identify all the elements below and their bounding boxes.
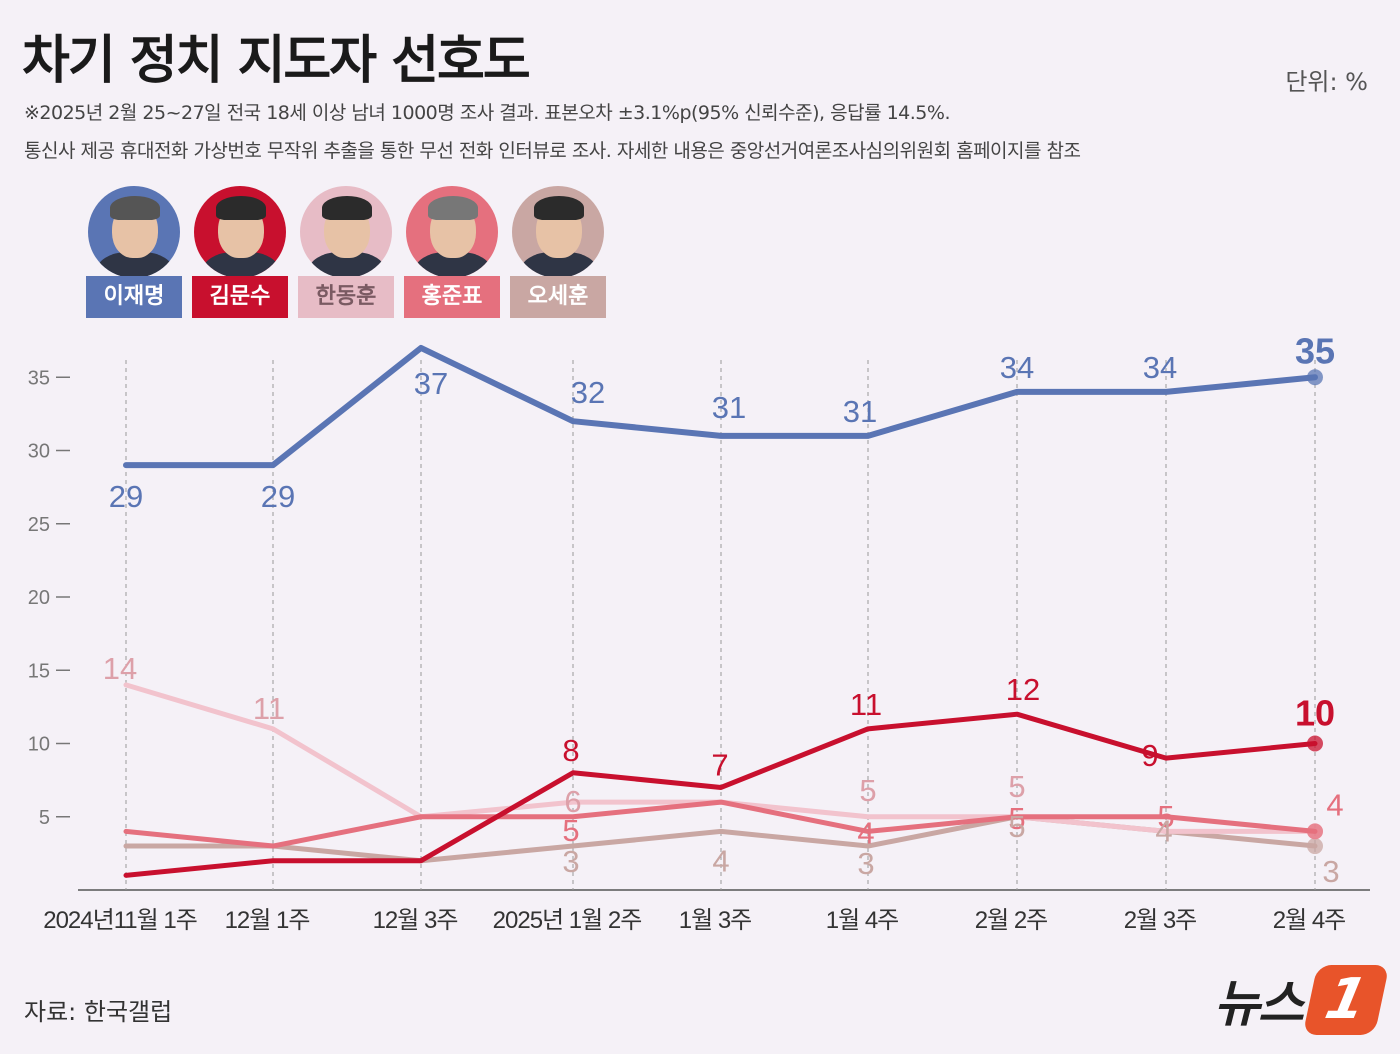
data-label: 32 [571,375,605,410]
y-tick-label: 20 [28,587,50,609]
data-label: 5 [1008,801,1025,836]
legend-label: 한동훈 [298,276,394,318]
y-tick-label: 5 [39,807,50,829]
portrait-icon [300,186,392,278]
data-label: 4 [857,815,874,850]
legend-label: 이재명 [86,276,182,318]
data-label: 9 [1141,738,1158,773]
x-tick-label: 2월 2주 [975,907,1048,934]
survey-note-line2: 통신사 제공 휴대전화 가상번호 무작위 추출을 통한 무선 전화 인터뷰로 조… [24,140,1081,162]
data-label: 4 [712,843,729,878]
source-label: 자료: 한국갤럽 [24,998,173,1026]
series-line-이재명 [123,344,1318,469]
data-label: 4 [1155,813,1172,848]
data-label: 5 [1008,769,1025,804]
legend-label: 홍준표 [404,276,500,318]
data-label: 5 [859,773,876,808]
data-label: 5 [1008,809,1025,844]
series-endpoint [1307,823,1323,840]
x-tick-label: 1월 3주 [679,907,752,934]
data-label: 7 [711,747,728,782]
portrait-icon [512,186,604,278]
logo-mark: 1 [1302,965,1390,1035]
data-label: 11 [253,691,285,726]
series-line-김문수 [123,711,1318,878]
x-tick-label: 12월 1주 [225,907,310,934]
series-endpoint [1307,838,1323,855]
data-label: 3 [857,846,874,881]
legend-item-hong: 홍준표 [404,186,500,318]
y-tick-label: 35 [28,367,50,389]
data-label: 29 [261,479,295,514]
data-label: 14 [103,651,137,686]
data-label: 34 [1000,350,1034,385]
x-tick-label: 1월 4주 [826,907,899,934]
data-label: 31 [843,394,877,429]
portrait-icon [88,186,180,278]
x-tick-label: 2024년11월 1주 [43,907,197,934]
data-label: 6 [564,784,581,819]
legend-label: 김문수 [192,276,288,318]
series-endpoint [1307,369,1323,386]
data-label: 3 [562,844,579,879]
x-tick-label: 12월 3주 [373,907,458,934]
data-label: 31 [712,390,746,425]
page-title: 차기 정치 지도자 선호도 [22,31,531,91]
data-label: 35 [1295,330,1335,371]
unit-label: 단위: % [1285,68,1368,96]
data-label: 11 [850,687,882,722]
x-tick-label: 2월 3주 [1124,907,1197,934]
y-tick-label: 30 [28,441,50,463]
data-label: 34 [1143,350,1177,385]
series-endpoint [1307,735,1323,752]
y-tick-label: 25 [28,514,50,536]
data-label: 8 [562,733,579,768]
x-tick-label: 2025년 1월 2주 [493,907,642,934]
legend-item-lee: 이재명 [86,186,182,318]
legend-item-oh: 오세훈 [510,186,606,318]
legend-item-kim: 김문수 [192,186,288,318]
news1-logo: 뉴스 1 [1214,964,1390,1036]
x-tick-label: 2월 4주 [1273,907,1346,934]
y-tick-label: 10 [28,734,50,756]
data-label: 5 [562,813,579,848]
legend-label: 오세훈 [510,276,606,318]
legend-item-han: 한동훈 [298,186,394,318]
data-label: 12 [1006,672,1040,707]
portrait-icon [406,186,498,278]
data-label: 37 [414,366,448,401]
survey-note-line1: ※2025년 2월 25~27일 전국 18세 이상 남녀 1000명 조사 결… [24,102,950,124]
portrait-icon [194,186,286,278]
series-line-홍준표 [123,799,1318,849]
y-tick-label: 15 [28,660,50,682]
logo-text: 뉴스 [1214,975,1304,1033]
data-label: 10 [1295,693,1335,734]
data-label: 5 [1157,799,1174,834]
data-label: 3 [1322,854,1339,889]
data-label: 4 [1326,787,1343,822]
data-label: 29 [109,479,143,514]
